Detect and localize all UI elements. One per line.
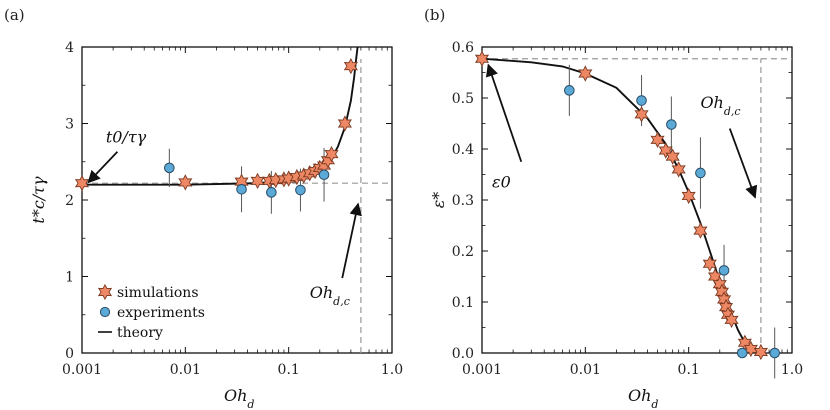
experiment-point xyxy=(295,184,306,196)
x-tick-label: 0.001 xyxy=(462,362,502,378)
panel-b-frame xyxy=(481,46,793,354)
y-tick-label: 2 xyxy=(65,193,74,209)
y-tick-label: 0.4 xyxy=(452,142,474,158)
simulation-point xyxy=(324,145,339,163)
annotation-main: t0/τγ xyxy=(106,128,147,147)
panel-b-reference-lines xyxy=(482,58,792,353)
panel-b-xlabel: Ohd xyxy=(628,386,658,410)
panel-b-markers xyxy=(474,50,780,361)
simulation-point xyxy=(702,255,717,272)
simulation-point xyxy=(634,106,649,123)
annotation-text: ε0 xyxy=(492,172,511,191)
annotation-subscript: d,c xyxy=(333,294,350,307)
simulation-point xyxy=(681,187,696,205)
panel-a-annotations: t0/τγ Ohd,c xyxy=(87,128,362,308)
panel-b-error-bars xyxy=(568,64,776,379)
experiment-point xyxy=(266,187,277,198)
simulation-point xyxy=(250,172,265,190)
y-tick-label: 0.3 xyxy=(452,193,474,209)
y-tick-label: 4 xyxy=(65,40,74,56)
panel-b-label: (b) xyxy=(424,6,445,24)
panel-a-markers xyxy=(74,57,358,198)
simulation-point xyxy=(343,57,358,75)
annotation-main: Oh xyxy=(700,93,723,112)
annotation-main: ε0 xyxy=(492,172,511,191)
experiment-point xyxy=(736,347,748,359)
simulation-point xyxy=(578,65,593,82)
experiment-point xyxy=(718,265,730,276)
legend-experiments-marker xyxy=(99,306,111,318)
experiment-point xyxy=(318,169,330,181)
y-tick-label: 0.6 xyxy=(452,40,474,56)
experiment-point xyxy=(636,95,647,106)
y-tick-label: 0 xyxy=(65,346,74,362)
y-tick-label: 3 xyxy=(65,117,74,133)
legend-theory-label: theory xyxy=(117,325,163,341)
legend-star xyxy=(97,283,113,301)
panel-a-ylabel: t*c/τγ xyxy=(29,176,48,224)
simulation-point xyxy=(724,311,739,329)
panel-a-label: (a) xyxy=(4,6,25,24)
y-tick-label: 1 xyxy=(65,270,74,286)
y-tick-label: 0.2 xyxy=(452,244,474,260)
y-tick-label: 0.1 xyxy=(452,295,474,311)
panel-b-ticks: 0.001 0.01 0.1 1.0 0.0 0.1 0.2 0.3 0.4 0.5 0.6 xyxy=(452,40,803,378)
simulation-point xyxy=(665,148,680,165)
panel-b: (b) 0.001 0.01 0.1 1.0 0.0 0.1 0.2 0.3 0.4 0.5 0.6… xyxy=(424,6,803,410)
simulation-point xyxy=(337,115,352,132)
y-tick-label: 0.5 xyxy=(452,91,474,107)
panel-b-annotations: ε0 Ohd,c xyxy=(485,63,758,199)
simulation-point xyxy=(753,343,768,361)
simulation-point xyxy=(693,222,708,239)
x-tick-label: 1.0 xyxy=(381,362,403,378)
experiment-point xyxy=(164,162,175,174)
x-tick-label: 0.01 xyxy=(570,362,601,378)
legend-simulations-marker xyxy=(97,283,113,301)
annotation-arrow xyxy=(728,128,758,199)
annotation-arrow xyxy=(341,202,362,279)
legend-experiments-label: experiments xyxy=(117,305,205,321)
simulation-point xyxy=(743,340,758,358)
experiment-point xyxy=(564,85,575,96)
legend-simulations-label: simulations xyxy=(117,285,199,301)
annotation-subscript: d,c xyxy=(724,105,741,118)
annotation-text: Ohd,c xyxy=(310,283,350,308)
x-tick-label: 0.001 xyxy=(62,362,102,378)
y-tick-label: 0.0 xyxy=(452,346,474,362)
panel-b-ylabel: ε* xyxy=(429,192,448,209)
simulation-point xyxy=(74,175,90,192)
panel-a-xlabel: Ohd xyxy=(224,386,254,410)
simulation-point xyxy=(474,50,490,67)
experiment-point xyxy=(666,119,677,130)
panel-a-ticks: 0.001 0.01 0.1 1.0 0 1 2 3 4 xyxy=(62,40,403,378)
annotation-text: t0/τγ xyxy=(106,128,147,147)
annotation-arrow xyxy=(87,151,119,184)
x-tick-label: 1.0 xyxy=(781,362,803,378)
annotation-arrow xyxy=(485,63,523,163)
x-tick-label: 0.01 xyxy=(170,362,201,378)
x-tick-label: 0.1 xyxy=(278,362,300,378)
annotation-text: Ohd,c xyxy=(700,93,740,118)
simulation-point xyxy=(671,161,686,178)
annotation-main: Oh xyxy=(310,283,333,302)
experiment-point xyxy=(769,347,780,359)
simulation-point xyxy=(650,131,665,148)
experiment-point xyxy=(236,183,247,195)
x-tick-label: 0.1 xyxy=(678,362,700,378)
experiment-point xyxy=(695,167,706,179)
legend: simulations experiments theory xyxy=(97,283,205,341)
simulation-point xyxy=(178,174,193,191)
simulation-point xyxy=(658,142,673,159)
